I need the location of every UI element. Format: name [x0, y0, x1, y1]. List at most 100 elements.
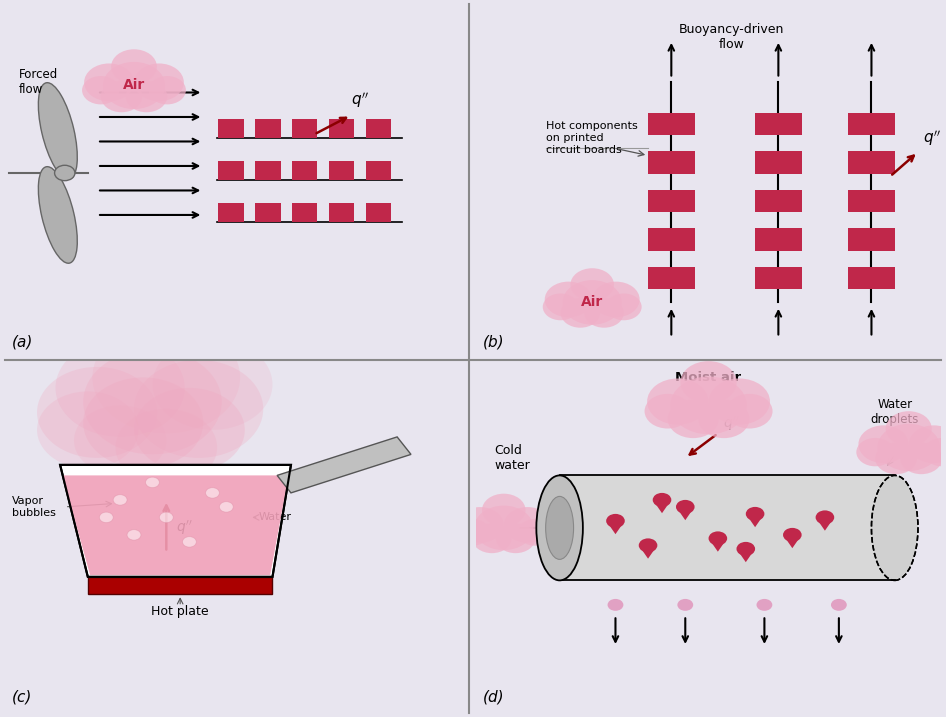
Ellipse shape	[546, 496, 573, 559]
Circle shape	[37, 367, 157, 458]
Circle shape	[127, 530, 141, 540]
Circle shape	[668, 399, 719, 438]
Bar	[849, 151, 895, 174]
Circle shape	[83, 349, 221, 455]
Text: Water: Water	[258, 513, 291, 523]
Circle shape	[745, 507, 764, 521]
Circle shape	[159, 512, 173, 523]
Circle shape	[454, 519, 490, 546]
Circle shape	[670, 376, 747, 435]
Circle shape	[698, 399, 749, 438]
Circle shape	[84, 63, 134, 101]
Text: (d): (d)	[482, 690, 504, 705]
Text: Hot plate: Hot plate	[151, 605, 209, 618]
Text: $q''$: $q''$	[351, 90, 369, 110]
Bar	[292, 119, 318, 138]
Circle shape	[563, 280, 622, 325]
Polygon shape	[740, 554, 751, 562]
Bar	[648, 189, 694, 212]
Bar	[219, 161, 244, 180]
Circle shape	[885, 411, 932, 446]
Bar	[849, 228, 895, 251]
Bar	[755, 228, 801, 251]
Bar	[255, 161, 281, 180]
Circle shape	[606, 293, 641, 320]
Circle shape	[146, 477, 159, 488]
Bar	[88, 577, 272, 594]
Circle shape	[831, 599, 847, 611]
Circle shape	[517, 519, 553, 546]
Polygon shape	[712, 543, 724, 551]
Circle shape	[55, 166, 75, 181]
Text: $q''$: $q''$	[922, 129, 941, 148]
Bar	[648, 151, 694, 174]
Bar	[366, 203, 392, 222]
Bar	[366, 161, 392, 180]
Bar	[292, 161, 318, 180]
Bar	[648, 113, 694, 136]
Ellipse shape	[871, 475, 918, 580]
Bar	[755, 189, 801, 212]
Circle shape	[757, 599, 772, 611]
Text: Moist air: Moist air	[675, 371, 742, 384]
Circle shape	[815, 511, 834, 524]
Circle shape	[101, 81, 142, 113]
Bar	[849, 113, 895, 136]
Text: Water
droplets: Water droplets	[870, 399, 919, 427]
Circle shape	[472, 523, 512, 553]
Bar	[648, 267, 694, 290]
Circle shape	[909, 425, 946, 463]
Ellipse shape	[536, 475, 583, 580]
Circle shape	[545, 282, 592, 318]
Circle shape	[585, 298, 623, 328]
Bar	[219, 203, 244, 222]
Circle shape	[543, 293, 578, 320]
Text: Air: Air	[581, 295, 604, 310]
Bar	[849, 189, 895, 212]
Circle shape	[56, 339, 184, 437]
Circle shape	[37, 391, 139, 468]
Circle shape	[114, 495, 127, 505]
Circle shape	[134, 360, 263, 458]
Circle shape	[496, 523, 535, 553]
Circle shape	[737, 542, 755, 556]
Circle shape	[647, 379, 709, 424]
Text: Vapor
bubbles: Vapor bubbles	[11, 496, 56, 518]
Circle shape	[219, 502, 234, 512]
Circle shape	[727, 394, 773, 429]
Circle shape	[103, 62, 166, 109]
Bar	[755, 151, 801, 174]
Circle shape	[639, 538, 657, 552]
Bar	[329, 161, 355, 180]
Bar	[560, 475, 895, 580]
Circle shape	[99, 512, 114, 523]
Circle shape	[111, 49, 157, 84]
Polygon shape	[277, 437, 411, 493]
Text: Cold
water: Cold water	[495, 444, 530, 472]
Circle shape	[93, 321, 240, 433]
Circle shape	[474, 505, 534, 550]
Circle shape	[456, 507, 504, 543]
Circle shape	[676, 500, 694, 514]
Polygon shape	[642, 551, 654, 559]
Circle shape	[592, 282, 639, 318]
Polygon shape	[749, 519, 761, 527]
Circle shape	[783, 528, 801, 542]
Bar	[255, 119, 281, 138]
Text: (c): (c)	[11, 690, 32, 705]
Circle shape	[677, 599, 693, 611]
Circle shape	[709, 531, 727, 546]
Circle shape	[83, 377, 203, 468]
Circle shape	[126, 81, 167, 113]
Circle shape	[606, 514, 624, 528]
Circle shape	[152, 339, 272, 430]
Bar	[648, 228, 694, 251]
Bar	[329, 119, 355, 138]
Bar	[329, 203, 355, 222]
Circle shape	[901, 442, 942, 474]
Circle shape	[858, 425, 909, 463]
Circle shape	[482, 494, 526, 526]
Circle shape	[205, 488, 219, 498]
Circle shape	[709, 379, 770, 424]
Text: $q''$: $q''$	[176, 519, 192, 537]
